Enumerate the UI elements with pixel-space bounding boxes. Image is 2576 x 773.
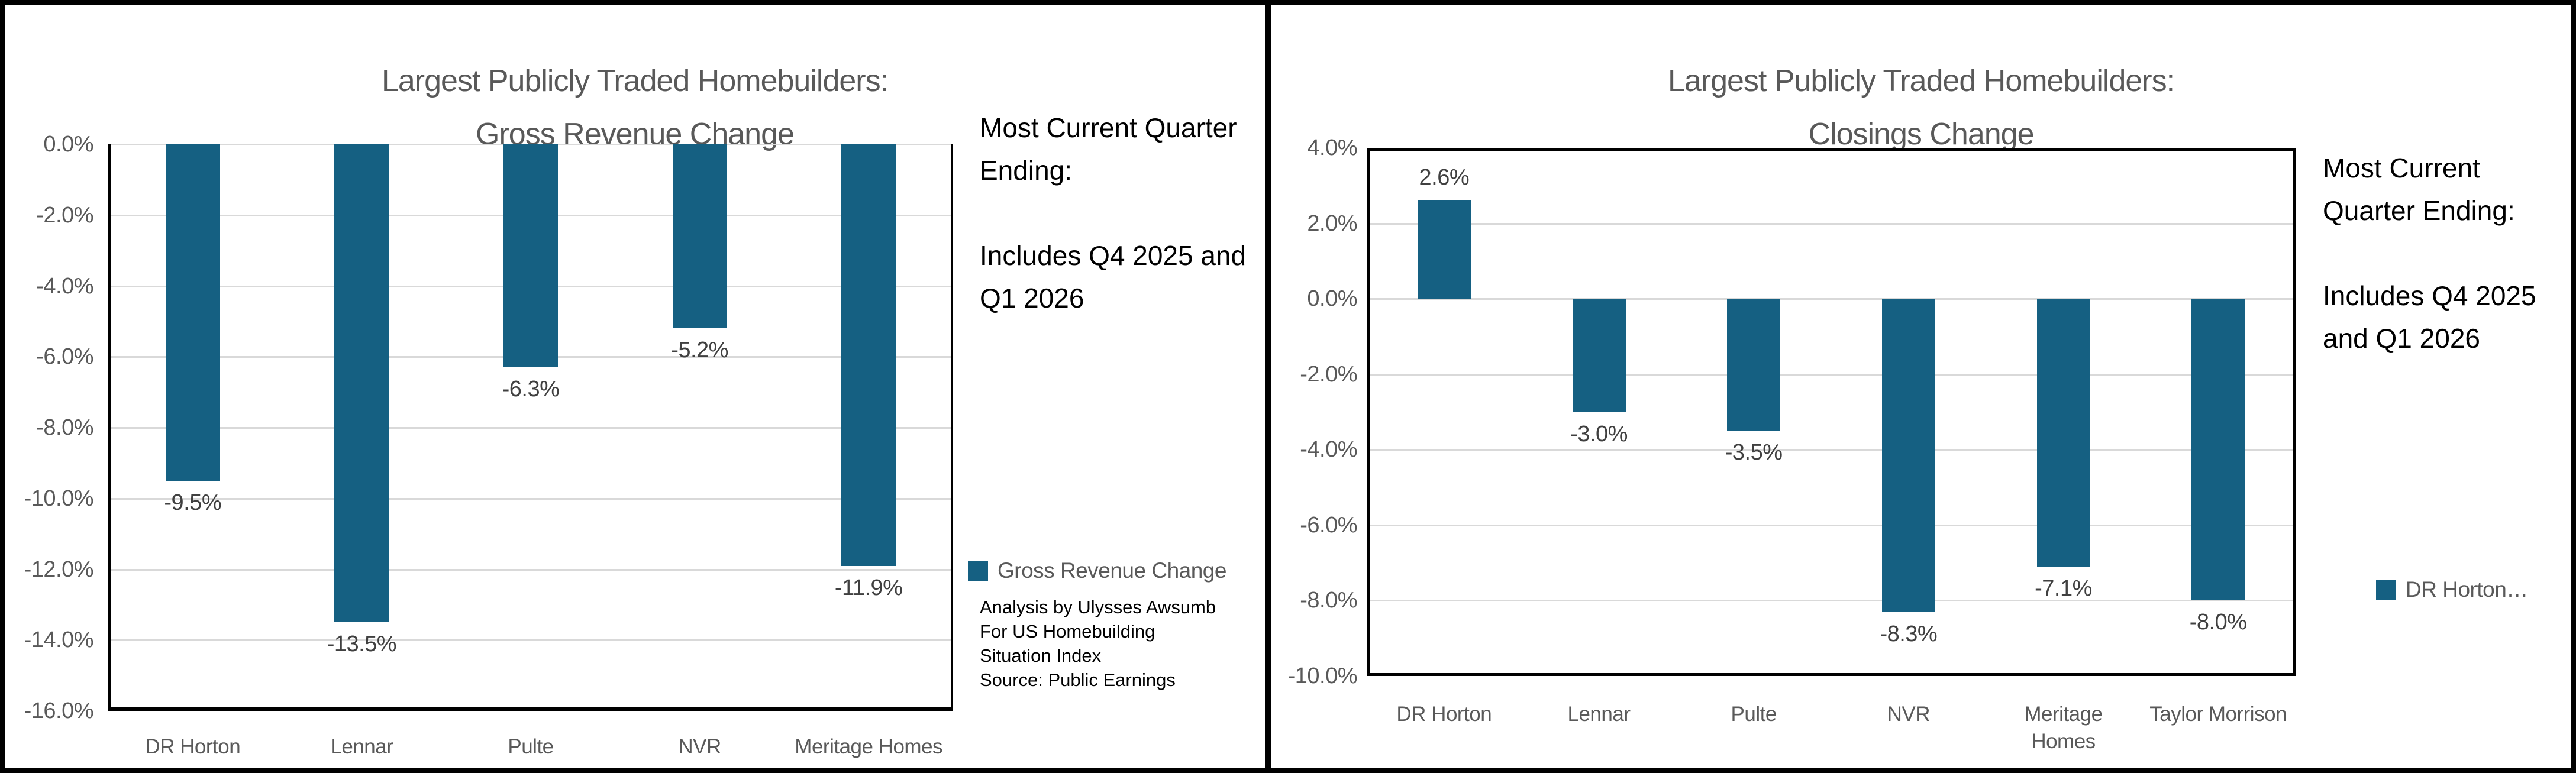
note-line: Most Current [2323,153,2480,183]
legend-swatch-icon [968,561,988,581]
data-label: -3.0% [1570,421,1628,447]
y-axis-tick-label: -4.0% [36,273,93,299]
gridline [1367,222,2296,225]
chart-title-line2: Closings Change [1808,117,2034,151]
y-axis-tick-label: 4.0% [1307,135,1357,160]
source-note: Analysis by Ulysses Awsumb For US Homebui… [980,595,1258,692]
x-axis-label: DR Horton [145,735,241,758]
bar-dr-horton [165,144,220,481]
x-axis-label: Pulte [1731,703,1777,726]
bar-dr-horton [1417,200,1471,299]
bar-taylor-morrison [2191,299,2245,601]
note-line [980,192,1264,234]
data-label: -3.5% [1725,440,1783,465]
y-axis-tick-label: -16.0% [24,698,94,723]
gridline [108,427,953,429]
data-label: -7.1% [2035,576,2092,601]
y-axis-tick-label: -6.0% [1300,512,1357,538]
source-line: Source: Public Earnings [980,669,1176,690]
note-line: Includes Q4 2025 and [980,240,1247,271]
bar-nvr [1881,299,1935,612]
data-label: -8.0% [2189,610,2247,635]
data-label: -6.3% [502,377,560,402]
chart-title-line1: Largest Publicly Traded Homebuilders: [1667,64,2175,98]
data-label: -5.2% [671,338,728,363]
source-line: For US Homebuilding [980,621,1155,642]
note-line: Q1 2026 [980,283,1084,313]
note-line: Most Current Quarter [980,112,1237,143]
y-axis-tick-label: -12.0% [24,557,94,582]
y-axis-tick-label: 0.0% [1307,286,1357,312]
gross-revenue-chart-panel: Largest Publicly Traded Homebuilders: Gr… [5,5,1265,768]
note-line [2323,232,2571,274]
source-line: Analysis by Ulysses Awsumb [980,597,1216,617]
y-axis-tick-label: -6.0% [36,344,93,370]
bar-pulte [1727,299,1781,431]
legend-label: Gross Revenue Change [998,558,1226,583]
gridline [1367,524,2296,526]
x-axis-label: Taylor Morrison [2149,703,2287,726]
x-axis-label: Lennar [1567,703,1631,726]
quarter-note: Most Current Quarter Ending: Includes Q4 2… [980,106,1264,319]
note-line: Quarter Ending: [2323,195,2515,226]
gridline [1367,600,2296,602]
x-axis-label: DR Horton [1396,703,1492,726]
chart-title-line1: Largest Publicly Traded Homebuilders: [381,64,889,98]
chart-title: Largest Publicly Traded Homebuilders: Cl… [1271,54,2571,161]
legend: Gross Revenue Change [968,558,1226,583]
note-line: Includes Q4 2025 [2323,280,2536,311]
bar-lennar [334,144,389,623]
closings-chart-panel: Largest Publicly Traded Homebuilders: Cl… [1265,5,2571,768]
note-line: and Q1 2026 [2323,323,2481,354]
bar-nvr [672,144,727,329]
y-axis-tick-label: -10.0% [1287,664,1358,688]
y-axis-tick-label: -8.0% [1300,588,1357,613]
bar-meritage-homes [841,144,896,566]
legend-swatch-icon [2376,580,2396,600]
gridline [108,497,953,500]
y-axis-tick-label: -10.0% [24,486,94,511]
source-line: Situation Index [980,645,1102,666]
plot-frame [1367,148,2296,676]
gridline [108,568,953,571]
y-axis-tick-label: -2.0% [1300,361,1357,387]
gridline [108,639,953,642]
data-label: -9.5% [164,490,222,515]
bar-pulte [503,144,558,368]
data-label: -13.5% [327,632,397,657]
x-axis-label: Pulte [508,735,554,758]
plot-frame [108,144,953,711]
data-label: 2.6% [1419,165,1470,190]
bar-meritage-homes [2036,299,2090,567]
legend-label: DR Horton… [2406,577,2528,601]
x-axis-label: NVR [678,735,721,758]
y-axis-tick-label: 0.0% [43,132,93,157]
gridline [1367,373,2296,376]
x-axis-label: NVR [1887,703,1931,726]
x-axis-label: Meritage Homes [2024,703,2103,753]
y-axis-tick-label: 2.0% [1307,211,1357,236]
y-axis-tick-label: -4.0% [1300,437,1357,462]
x-axis-label: Lennar [330,735,393,758]
x-axis-label: Meritage Homes [795,735,943,758]
y-axis-tick-label: -2.0% [36,202,93,228]
y-axis-tick-label: -14.0% [24,628,94,653]
gridline [1367,449,2296,451]
note-line: Ending: [980,155,1073,186]
data-label: -8.3% [1880,621,1938,646]
data-label: -11.9% [834,575,903,600]
gridline [1367,298,2296,300]
chart-title: Largest Publicly Traded Homebuilders: Gr… [5,54,1265,161]
legend: DR Horton… [2376,577,2528,602]
bar-lennar [1572,299,1626,412]
quarter-note: Most Current Quarter Ending: Includes Q4 2… [2323,147,2571,360]
y-axis-tick-label: -8.0% [36,415,93,440]
